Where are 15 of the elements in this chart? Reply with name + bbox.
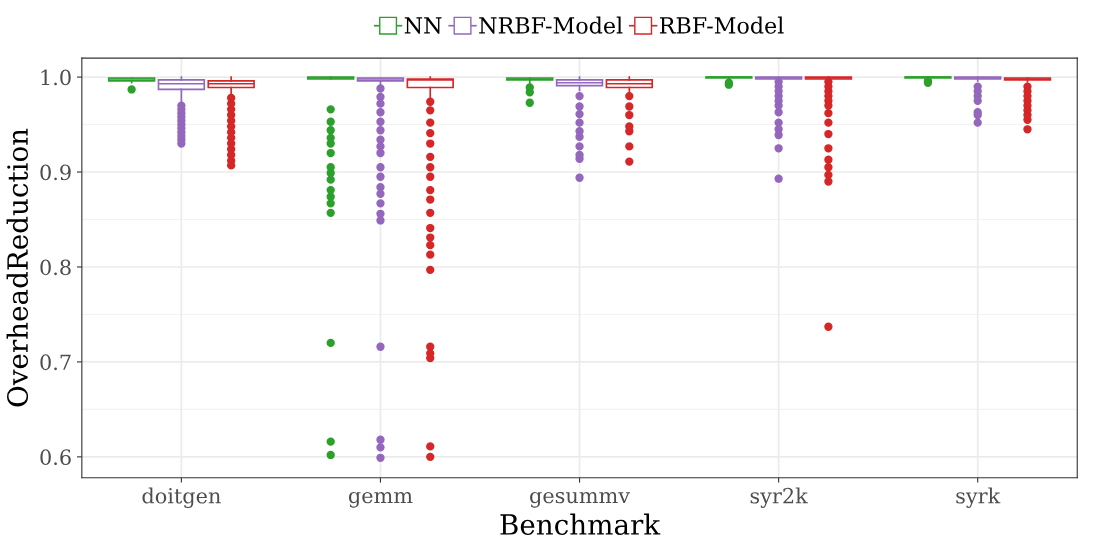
x-tick-label: doitgen [142, 487, 221, 508]
y-tick-label: 1.0 [41, 69, 71, 86]
legend-label: RBF-Model [659, 16, 784, 34]
x-tick-label: gemm [348, 491, 413, 508]
y-tick-label: 0.8 [40, 259, 71, 276]
x-tick-label: syrk [956, 487, 1001, 508]
x-axis-title: Benchmark [500, 513, 661, 535]
y-tick-label: 0.9 [40, 164, 71, 181]
y-tick-label: 0.6 [40, 449, 71, 466]
y-tick-label: 0.7 [40, 354, 71, 371]
legend-label: NRBF-Model [479, 16, 623, 34]
x-tick-label: gesummv [530, 491, 631, 508]
legend-label: NN [404, 17, 442, 34]
y-axis-title: OverheadReduction [6, 128, 29, 407]
x-tick-label: syr2k [750, 487, 808, 508]
